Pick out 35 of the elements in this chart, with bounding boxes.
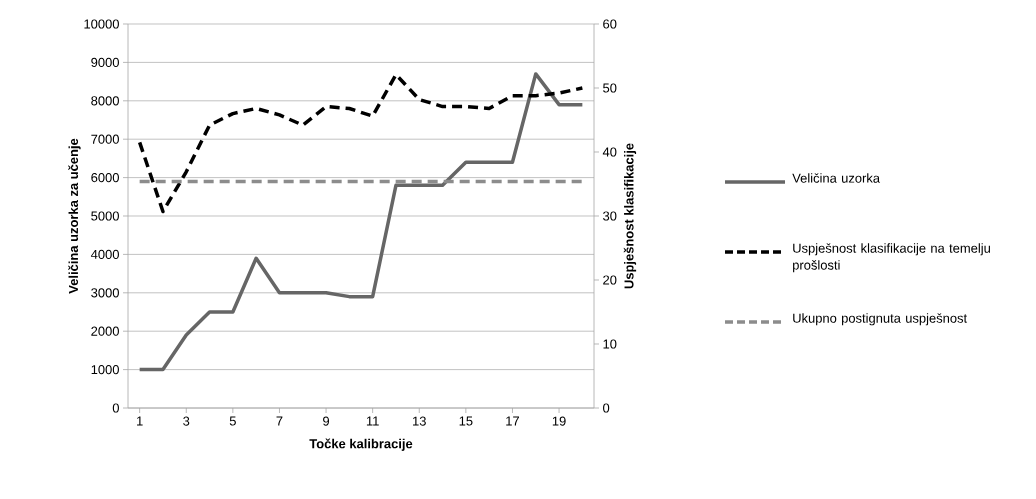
y-axis-title: Veličina uzorka za učenje [68,138,81,294]
x-tick-label: 13 [413,416,426,426]
y2-axis-title: Uspješnost klasifikacije [623,143,637,289]
y-tick-label: 9000 [91,57,119,67]
x-tick-label: 17 [506,416,519,426]
y-tick-label: 7000 [91,134,119,144]
x-tick-label: 5 [229,416,236,426]
legend-label: Uspješnost klasifikacije na temelju prošlosti [793,243,990,273]
y2-tick-label: 0 [603,403,610,413]
y2-tick-label: 20 [603,275,617,285]
y-tick-label: 2000 [91,326,119,336]
y-tick-label: 10000 [84,19,119,29]
legend-label: Ukupno postignuta uspješnost [793,313,968,326]
y2-tick-label: 50 [603,83,617,93]
y2-tick-label: 30 [603,211,617,221]
x-axis-title: Točke kalibracije [309,438,413,451]
y-tick-label: 1000 [91,365,119,375]
x-tick-label: 1 [137,416,143,426]
y2-tick-label: 10 [603,339,617,349]
y-tick-label: 5000 [91,211,119,221]
x-tick-label: 15 [459,416,473,426]
y-tick-label: 3000 [91,288,119,298]
x-tick-label: 7 [276,416,283,426]
legend-label: Veličina uzorka [792,173,881,183]
y-tick-label: 0 [112,403,119,413]
y2-tick-label: 40 [602,147,617,157]
line-series [137,72,585,214]
x-tick-label: 9 [323,416,330,426]
x-tick-label: 19 [552,416,566,426]
y-tick-label: 6000 [91,173,119,183]
x-tick-label: 11 [366,416,379,426]
x-tick-label: 3 [183,416,190,426]
y-tick-label: 8000 [91,96,119,106]
y-tick-label: 4000 [90,249,119,259]
y2-tick-label: 60 [603,19,617,29]
